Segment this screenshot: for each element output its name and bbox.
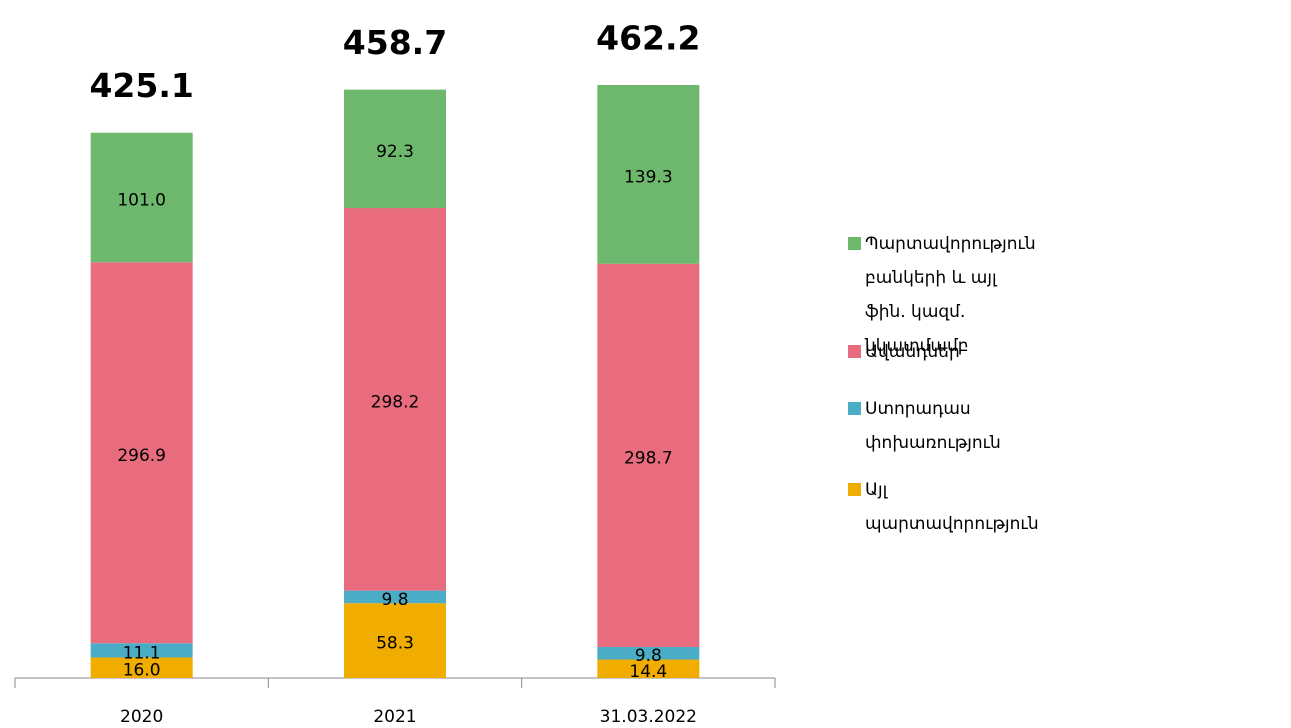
legend-item: Ստորադաս փոխառություն — [848, 392, 1023, 460]
legend-label: Ավանդներ — [865, 342, 960, 362]
data-label: 298.7 — [624, 448, 673, 468]
legend-swatch — [848, 483, 861, 496]
legend-item: Ավանդներ — [848, 335, 1023, 369]
bar-segment — [597, 263, 700, 647]
bar-segment — [597, 659, 700, 678]
bar-segment — [344, 603, 446, 678]
total-label: 458.7 — [343, 23, 447, 62]
data-label: 58.3 — [376, 634, 414, 654]
data-label: 14.4 — [629, 662, 667, 682]
x-tick-label: 31.03.2022 — [600, 707, 697, 727]
bar-segment — [597, 85, 700, 264]
bar-segment — [597, 646, 700, 660]
data-label: 9.8 — [381, 590, 408, 610]
legend-label: Այլ պարտավորություն — [865, 480, 1039, 534]
data-label: 101.0 — [117, 191, 166, 211]
x-tick-label: 2020 — [120, 707, 163, 727]
data-label: 139.3 — [624, 167, 673, 187]
data-label: 298.2 — [371, 392, 420, 412]
data-label: 92.3 — [376, 142, 414, 162]
bar-segment — [344, 208, 446, 591]
data-label: 16.0 — [123, 661, 161, 681]
legend-swatch — [848, 237, 861, 250]
x-tick-label: 2021 — [373, 707, 416, 727]
legend-swatch — [848, 345, 861, 358]
bar-segment — [90, 262, 193, 644]
bar-segment — [90, 657, 193, 678]
legend-label: Ստորադաս փոխառություն — [865, 399, 1001, 453]
total-label: 425.1 — [89, 66, 193, 105]
bar-segment — [344, 89, 446, 209]
bar-segment — [344, 590, 446, 604]
bar-segment — [90, 643, 193, 658]
data-label: 9.8 — [635, 646, 662, 666]
legend-item: Այլ պարտավորություն — [848, 473, 1039, 541]
data-label: 11.1 — [123, 643, 161, 663]
legend-label: Պարտավորություն բանկերի և այլ ֆին. կազմ.… — [865, 234, 1036, 356]
data-label: 296.9 — [117, 446, 166, 466]
legend-swatch — [848, 402, 861, 415]
bar-segment — [90, 132, 193, 263]
legend-item: Պարտավորություն բանկերի և այլ ֆին. կազմ.… — [848, 227, 1036, 363]
total-label: 462.2 — [596, 19, 700, 58]
